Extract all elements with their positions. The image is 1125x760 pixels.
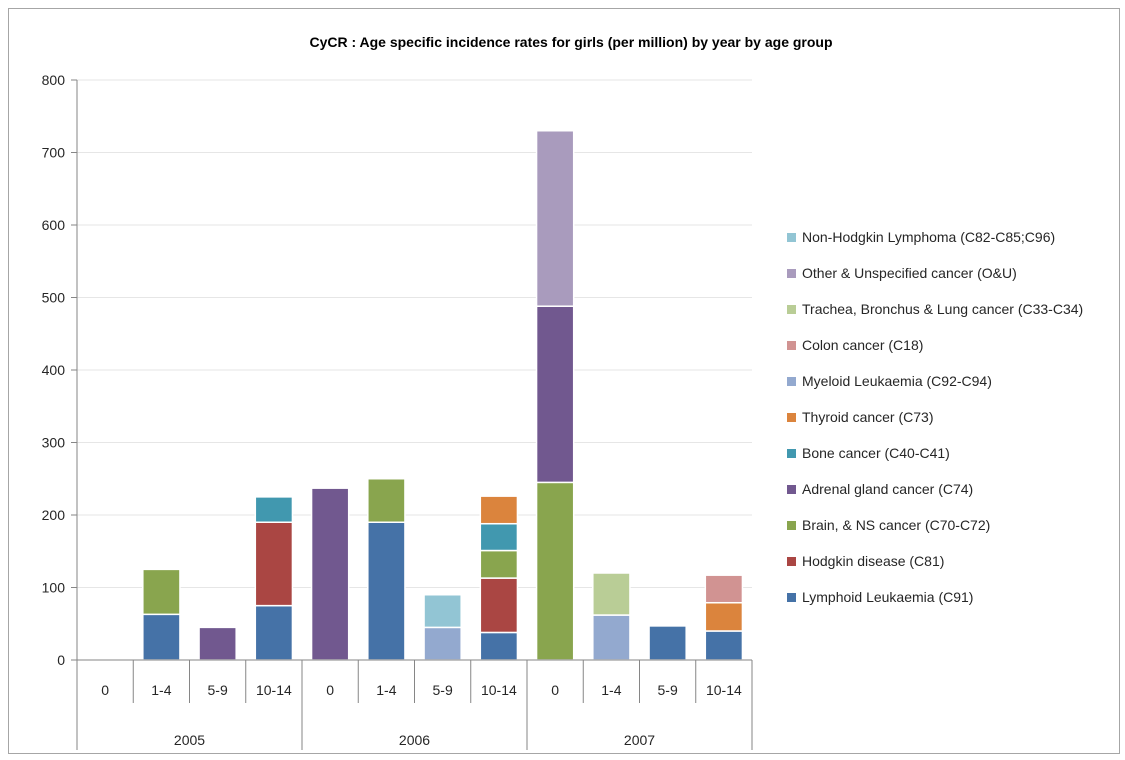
legend-label: Colon cancer (C18) [802, 337, 923, 353]
x-tick-label: 0 [101, 682, 109, 698]
legend-swatch [787, 269, 796, 278]
x-tick-label: 1-4 [601, 682, 621, 698]
bar-segment [254, 496, 294, 523]
x-group-label: 2007 [624, 732, 655, 748]
y-tick-label: 300 [42, 435, 66, 451]
bars [142, 130, 744, 661]
y-tick-label: 0 [57, 652, 65, 668]
bar-segment [479, 495, 519, 525]
legend-swatch [787, 521, 796, 530]
legend-swatch [787, 233, 796, 242]
legend: Non-Hodgkin Lymphoma (C82-C85;C96) Other … [787, 229, 1083, 605]
legend-label: Bone cancer (C40-C41) [802, 445, 950, 461]
bar-segment [367, 478, 406, 523]
bar-segment [142, 568, 181, 616]
legend-label: Adrenal gland cancer (C74) [802, 481, 973, 497]
legend-label: Myeloid Leukaemia (C92-C94) [802, 373, 992, 389]
x-group-label: 2005 [174, 732, 205, 748]
bar-segment [423, 626, 462, 661]
bar-segment [479, 577, 519, 634]
legend-swatch [787, 305, 796, 314]
y-tick-label: 700 [42, 145, 66, 161]
bar-segment [592, 572, 631, 616]
bar-segment [254, 521, 294, 607]
x-tick-label: 1-4 [376, 682, 396, 698]
legend-swatch [787, 449, 796, 458]
bar-segment [310, 487, 350, 661]
gridlines [77, 79, 752, 588]
x-tick-label: 10-14 [256, 682, 292, 698]
legend-swatch [787, 413, 796, 422]
bar-segment [592, 614, 631, 661]
bar-segment [479, 631, 519, 661]
legend-label: Lymphoid Leukaemia (C91) [802, 589, 973, 605]
bar-segment [704, 630, 744, 661]
bar-segment [367, 521, 406, 661]
chart-title: CyCR : Age specific incidence rates for … [309, 34, 832, 50]
y-tick-label: 100 [42, 580, 66, 596]
y-tick-label: 500 [42, 290, 66, 306]
bar-segment [198, 626, 237, 661]
x-tick-label: 5-9 [658, 682, 678, 698]
legend-swatch [787, 557, 796, 566]
y-tick-label: 400 [42, 362, 66, 378]
legend-swatch [787, 341, 796, 350]
legend-label: Brain, & NS cancer (C70-C72) [802, 517, 990, 533]
x-tick-label: 0 [326, 682, 334, 698]
x-axis: 0 1-4 5-9 10-14 0 1-4 5-9 10-14 0 1-4 5-9 10-14 2005… [76, 659, 753, 750]
x-tick-label: 1-4 [151, 682, 171, 698]
legend-swatch [787, 485, 796, 494]
legend-label: Other & Unspecified cancer (O&U) [802, 265, 1017, 281]
bar-segment [704, 601, 744, 632]
x-tick-label: 10-14 [481, 682, 517, 698]
legend-label: Hodgkin disease (C81) [802, 553, 944, 569]
y-tick-label: 200 [42, 507, 66, 523]
bar-segment [254, 604, 294, 661]
bar-segment [479, 522, 519, 552]
legend-swatch [787, 377, 796, 386]
y-tick-label: 800 [42, 72, 66, 88]
legend-swatch [787, 593, 796, 602]
bar-segment [142, 613, 181, 661]
bar-segment [479, 549, 519, 579]
x-group-label: 2006 [399, 732, 430, 748]
y-axis: 0 100 200 300 400 500 600 700 800 [42, 72, 78, 668]
x-tick-label: 10-14 [706, 682, 742, 698]
bar-segment [648, 625, 687, 661]
legend-label: Non-Hodgkin Lymphoma (C82-C85;C96) [802, 229, 1055, 245]
bar-segment [423, 594, 462, 629]
x-tick-label: 5-9 [208, 682, 228, 698]
bar-segment [535, 130, 575, 307]
bar-segment [535, 305, 575, 484]
x-tick-label: 0 [551, 682, 559, 698]
legend-label: Thyroid cancer (C73) [802, 409, 934, 425]
y-tick-label: 600 [42, 217, 66, 233]
legend-label: Trachea, Bronchus & Lung cancer (C33-C34… [802, 301, 1083, 317]
x-tick-label: 5-9 [433, 682, 453, 698]
bar-segment [535, 481, 575, 661]
bar-segment [704, 574, 744, 604]
